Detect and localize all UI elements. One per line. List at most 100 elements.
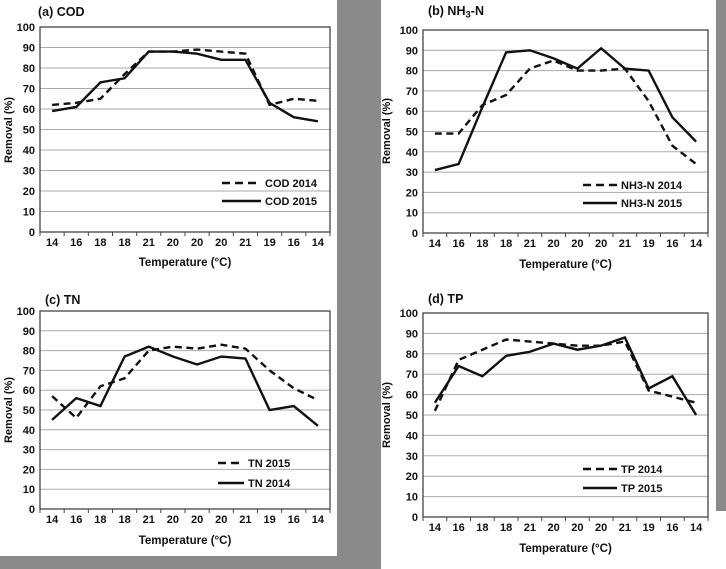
- x-tick-label: 21: [619, 238, 631, 250]
- y-tick-label: 20: [406, 471, 418, 483]
- y-tick-label: 50: [406, 410, 418, 422]
- y-axis-title: Removal (%): [3, 97, 15, 163]
- chart-panel-b: 0 10 20 30 40 50 60 70 80 90 100 14 16 18 18 21 20 20 20 21…: [381, 4, 709, 271]
- legend-label: COD 2014: [265, 178, 318, 190]
- y-tick-label: 20: [23, 464, 35, 476]
- x-tick-label: 20: [167, 514, 179, 526]
- x-tick-label: 21: [619, 522, 631, 534]
- y-tick-label: 80: [406, 349, 418, 361]
- x-tick-label: 16: [70, 237, 82, 249]
- y-tick-label: 40: [23, 145, 35, 157]
- y-tick-label: 100: [400, 308, 418, 320]
- y-tick-label: 60: [23, 104, 35, 116]
- y-tick-label: 60: [23, 385, 35, 397]
- x-tick-label: 18: [500, 238, 512, 250]
- legend-label: NH3-N 2015: [621, 198, 682, 210]
- page-gutter-right-edge: [716, 0, 726, 511]
- x-tick-label: 19: [643, 238, 655, 250]
- y-tick-label: 10: [23, 207, 35, 219]
- y-tick-label: 30: [23, 166, 35, 178]
- legend-label: TP 2015: [621, 483, 662, 495]
- x-tick-label: 14: [690, 522, 703, 534]
- y-tick-label: 50: [23, 405, 35, 417]
- series-line-tp-2015: [433, 335, 698, 416]
- legend-label: TN 2014: [248, 478, 291, 490]
- x-tick-label: 18: [94, 237, 106, 249]
- series-line-tn-2015: [51, 343, 319, 420]
- x-tick-label: 14: [429, 522, 442, 534]
- x-tick-label: 20: [215, 514, 227, 526]
- x-tick-label: 16: [288, 237, 300, 249]
- x-axis-title: Temperature (°C): [139, 535, 232, 547]
- x-tick-label: 21: [143, 514, 155, 526]
- x-tick-label: 20: [191, 237, 203, 249]
- x-tick-label: 16: [288, 514, 300, 526]
- x-tick-label: 20: [571, 238, 583, 250]
- x-tick-label: 20: [595, 522, 607, 534]
- series-line-cod-2014: [51, 48, 319, 107]
- y-tick-label: 100: [17, 306, 35, 318]
- x-tick-label: 14: [690, 238, 703, 250]
- series-line-cod-2015: [51, 50, 319, 123]
- y-tick-label: 70: [406, 369, 418, 381]
- panel-title: (b) NH3-N: [428, 4, 484, 21]
- series-line-tp-2014: [433, 338, 697, 412]
- y-tick-label: 70: [23, 84, 35, 96]
- panel-title: (d) TP: [428, 292, 463, 306]
- y-tick-label: 80: [406, 66, 418, 78]
- x-tick-label: 16: [666, 238, 678, 250]
- series-line-nh3-n-2015: [434, 46, 697, 172]
- x-tick-label: 18: [118, 237, 130, 249]
- y-tick-label: 50: [23, 125, 35, 137]
- x-tick-label: 16: [70, 514, 82, 526]
- page-gutter-bottom-left: [0, 556, 337, 569]
- panel-title: (a) COD: [38, 5, 85, 19]
- x-tick-label: 16: [453, 238, 465, 250]
- x-tick-label: 18: [94, 514, 106, 526]
- y-tick-label: 20: [23, 186, 35, 198]
- legend-label: TP 2014: [621, 464, 663, 476]
- x-tick-label: 14: [46, 514, 59, 526]
- y-tick-label: 0: [29, 227, 35, 239]
- x-tick-label: 19: [263, 237, 275, 249]
- y-tick-label: 60: [406, 390, 418, 402]
- x-tick-label: 19: [263, 514, 275, 526]
- legend-label: COD 2015: [265, 196, 317, 208]
- x-tick-label: 18: [500, 522, 512, 534]
- x-tick-label: 21: [143, 237, 155, 249]
- series-line-nh3-n-2014: [434, 59, 697, 165]
- y-tick-label: 0: [412, 512, 418, 524]
- x-tick-label: 16: [453, 522, 465, 534]
- x-axis-title: Temperature (°C): [519, 259, 612, 271]
- x-tick-label: 14: [312, 514, 325, 526]
- panel-title: (c) TN: [45, 293, 80, 307]
- series-line-tn-2014: [51, 345, 319, 427]
- x-tick-label: 14: [46, 237, 59, 249]
- y-tick-label: 80: [23, 63, 35, 75]
- x-tick-label: 18: [118, 514, 130, 526]
- y-tick-label: 0: [412, 228, 418, 240]
- y-tick-label: 30: [406, 167, 418, 179]
- x-tick-label: 20: [595, 238, 607, 250]
- y-tick-label: 20: [406, 187, 418, 199]
- x-tick-label: 21: [239, 514, 251, 526]
- y-tick-label: 70: [406, 86, 418, 98]
- y-tick-label: 80: [23, 346, 35, 358]
- y-tick-label: 10: [406, 208, 418, 220]
- x-tick-label: 18: [476, 522, 488, 534]
- x-tick-label: 14: [429, 238, 442, 250]
- y-tick-label: 40: [406, 147, 418, 159]
- page-gutter-middle: [337, 0, 381, 569]
- y-tick-label: 60: [406, 106, 418, 118]
- x-tick-label: 19: [643, 522, 655, 534]
- x-tick-label: 21: [524, 238, 536, 250]
- chart-panel-a: 0 10 20 30 40 50 60 70 80 90 100 14 16 18 18 21 20 20 20 21…: [3, 5, 331, 269]
- x-tick-label: 20: [548, 522, 560, 534]
- x-tick-label: 21: [239, 237, 251, 249]
- x-tick-label: 20: [571, 522, 583, 534]
- y-axis-title: Removal (%): [381, 98, 393, 164]
- x-tick-label: 14: [312, 237, 325, 249]
- x-tick-label: 20: [548, 238, 560, 250]
